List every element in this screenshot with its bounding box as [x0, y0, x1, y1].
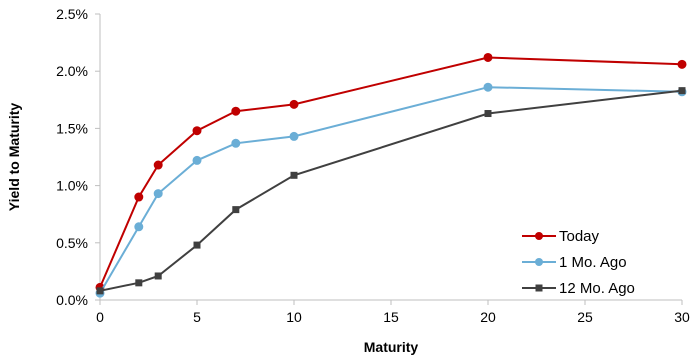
y-axis-ticks: 0.0% 0.5% 1.0% 1.5% 2.0% 2.5% [56, 6, 100, 308]
data-point [231, 106, 241, 116]
y-tick-label: 0.0% [56, 292, 88, 308]
x-axis-ticks: 0 5 10 15 20 25 30 [96, 300, 690, 325]
data-point [134, 192, 144, 202]
data-point [484, 110, 492, 118]
x-tick-label: 15 [383, 309, 399, 325]
series-line [99, 56, 683, 288]
plot-area: 0 5 10 15 20 25 30 0.0% 0.5% 1.0% 1.5% 2.0% 2.5% [56, 6, 690, 325]
y-tick-label: 1.0% [56, 178, 88, 194]
x-tick-label: 25 [577, 309, 593, 325]
data-point [96, 287, 104, 295]
data-point [134, 222, 144, 232]
data-point [290, 171, 298, 179]
legend-item: 1 Mo. Ago [522, 254, 627, 271]
y-tick-label: 2.5% [56, 6, 88, 22]
data-point [231, 138, 241, 148]
y-tick-label: 1.5% [56, 120, 88, 136]
data-point [153, 160, 163, 170]
data-point [678, 87, 686, 95]
legend: Today 1 Mo. Ago 12 Mo. Ago [522, 228, 635, 297]
series-2 [96, 87, 686, 295]
data-point [483, 52, 493, 62]
data-point [192, 155, 202, 165]
data-point [232, 206, 240, 214]
y-axis-title: Yield to Maturity [6, 103, 22, 212]
y-tick-label: 2.0% [56, 63, 88, 79]
legend-item: Today [522, 228, 600, 245]
legend-label: Today [559, 228, 600, 245]
legend-marker [535, 258, 543, 266]
data-point [677, 59, 687, 69]
data-point [289, 131, 299, 141]
x-axis-title: Maturity [364, 339, 419, 355]
legend-label: 1 Mo. Ago [559, 254, 627, 271]
x-tick-label: 20 [480, 309, 496, 325]
x-tick-label: 10 [286, 309, 302, 325]
legend-marker [535, 232, 543, 240]
data-point [192, 126, 202, 136]
data-point [153, 189, 163, 199]
y-tick-label: 0.5% [56, 235, 88, 251]
data-point [135, 279, 143, 287]
data-point [193, 241, 201, 249]
x-tick-label: 5 [193, 309, 201, 325]
data-point [483, 82, 493, 92]
x-tick-label: 30 [674, 309, 690, 325]
legend-marker [535, 284, 543, 292]
legend-item: 12 Mo. Ago [522, 280, 635, 297]
series-layer [95, 52, 687, 298]
data-point [289, 99, 299, 109]
series-line [99, 86, 683, 294]
x-tick-label: 0 [96, 309, 104, 325]
data-point [154, 272, 162, 280]
legend-label: 12 Mo. Ago [559, 280, 635, 297]
